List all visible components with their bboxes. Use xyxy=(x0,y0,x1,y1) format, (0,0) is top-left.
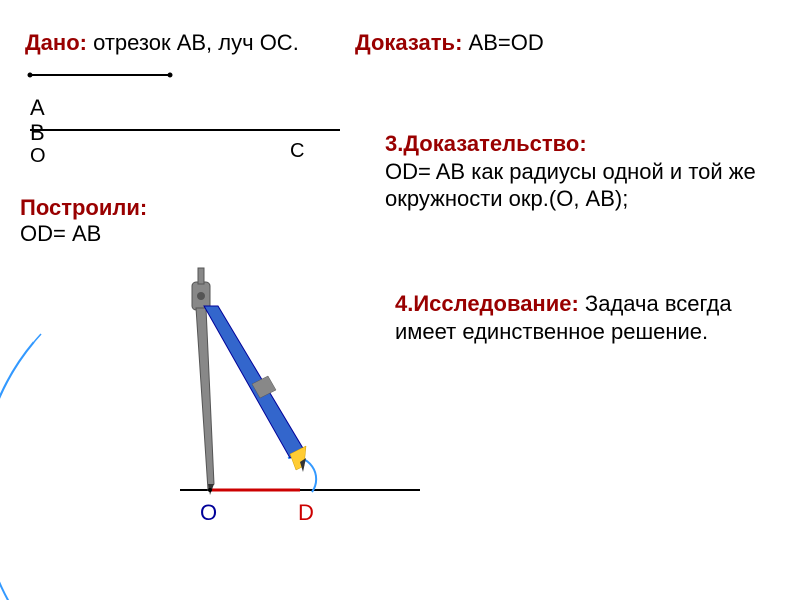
main-arc-2 xyxy=(0,334,41,500)
label-O1: O xyxy=(30,145,46,168)
label-O2: O xyxy=(200,500,217,526)
point-B-tick xyxy=(168,73,173,78)
label-C: С xyxy=(290,140,304,163)
main-arc xyxy=(0,342,210,600)
research-label: 4.Исследование: xyxy=(395,291,585,316)
small-arc-D xyxy=(288,457,316,492)
given-label: Дано: xyxy=(25,30,93,55)
label-D: D xyxy=(298,500,314,526)
given-text: отрезок АВ, луч ОС. xyxy=(93,30,299,55)
label-B: В xyxy=(30,120,45,146)
built-text: OD= АВ xyxy=(20,221,220,247)
label-A: А xyxy=(30,95,45,121)
prove-label: Доказать: xyxy=(355,30,469,55)
prove-text: АВ=ОD xyxy=(469,30,544,55)
compass-icon xyxy=(192,268,306,495)
proof-text: ОD= AB как радиусы одной и той же окружн… xyxy=(385,159,756,212)
point-O-dot xyxy=(208,488,212,492)
proof-label: 3.Доказательство: xyxy=(385,131,587,156)
point-A-tick xyxy=(28,73,33,78)
built-label: Построили: xyxy=(20,195,220,221)
